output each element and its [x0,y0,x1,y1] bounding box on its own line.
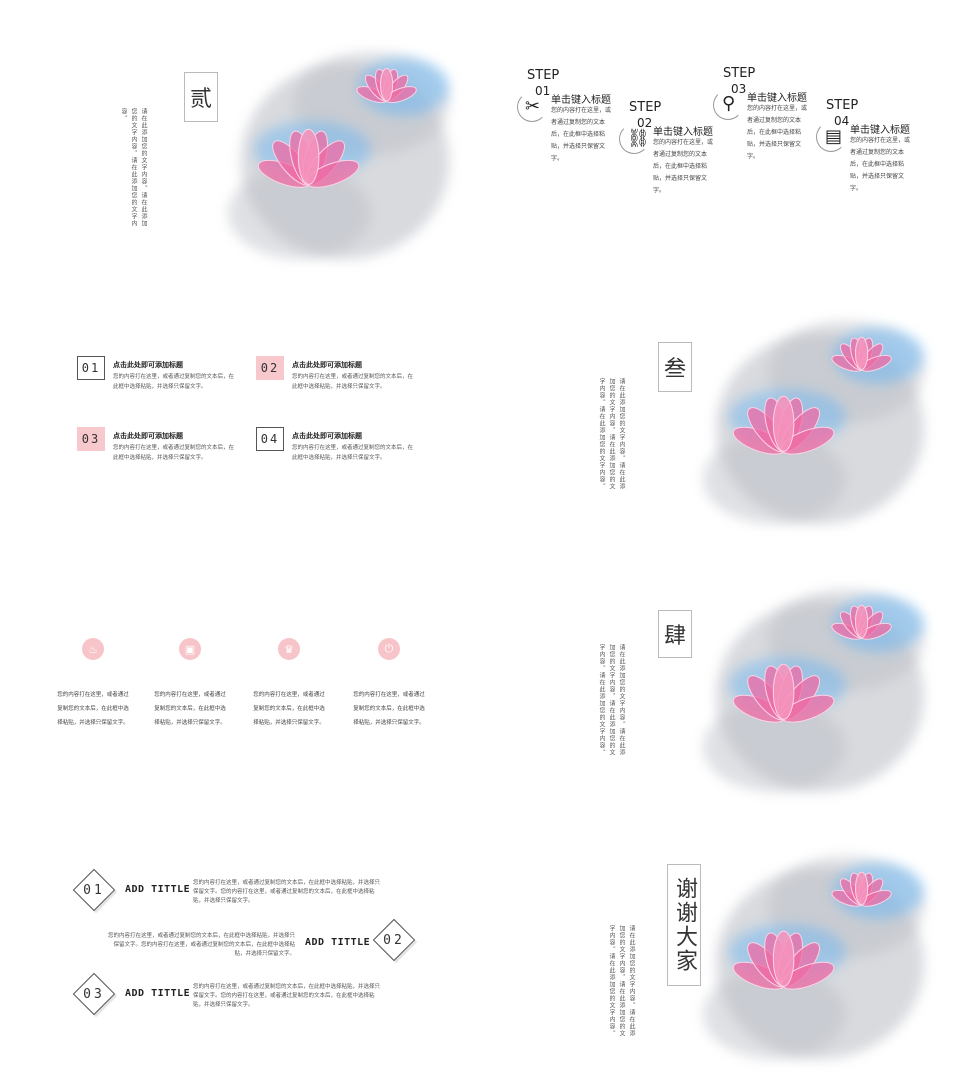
lotus-petal [855,871,869,906]
closing-title-line1: 谢谢 [672,877,697,925]
add-title[interactable]: ADD TITTLE [125,988,191,999]
list-number-box: 04 [256,427,284,451]
clipboard-icon: ▤ [825,126,843,147]
link-icon: ⛓ [627,128,650,149]
step-title: 单击键入标题 [747,93,807,104]
gift-icon: ♨ [82,638,104,660]
step-label: STEP [629,100,662,115]
lotus-flower [831,871,892,907]
list-item-desc: 您的内容打在这里，或者通过复制您的文本后，在此框中选择粘贴，并选择只保留文字。 [292,445,414,461]
section-title: 叁 [663,357,686,382]
diamond-number: 01 [72,868,118,914]
section-title: 肆 [663,624,686,649]
step-item: STEP 04 ▤ 单击键入标题 您的内容打在这里，或者通过复制您的文本后，在此… [814,98,924,208]
step-item: STEP 02 ⛓ 单击键入标题 您的内容打在这里，或者通过复制您的文本后，在此… [617,100,727,210]
lotus-petal [380,67,394,102]
step-title: 单击键入标题 [551,95,611,106]
list-item-title[interactable]: 点击此处即可添加标题 [113,431,183,440]
list-item-title[interactable]: 点击此处即可添加标题 [292,431,362,440]
step-label: STEP [723,66,756,81]
section-vertical-text: 请在此添加您的文字内容。请在此添加您的文字内容，请在此添加您的文字内容。请在此添… [598,644,625,756]
diamond-number: 02 [372,918,418,964]
step-arc [816,122,846,152]
lotus-petal [772,663,795,720]
step-desc: 您的内容打在这里，或者通过复制您的文本后，在此框中选择粘贴，并选择只保留文字。 [551,107,612,162]
section-title: 贰 [189,87,212,112]
section-title-box: 叁 [658,342,692,392]
trophy-icon: ♛ [278,638,300,660]
diamond-number-text: 01 [83,882,105,898]
list-item-desc: 您的内容打在这里，或者通过复制您的文本后，在此框中选择粘贴，并选择只保留文字。 [113,445,235,461]
add-title[interactable]: ADD TITTLE [125,884,191,895]
step-item: STEP 03 ⚲ 单击键入标题 您的内容打在这里，或者通过复制您的文本后，在此… [711,66,821,176]
step-arc [619,124,649,154]
lotus-illustration [215,40,475,270]
lotus-flowers [732,871,892,990]
lotus-flower [831,604,892,640]
step-title: 单击键入标题 [653,127,713,138]
list-item-title[interactable]: 点击此处即可添加标题 [292,360,362,369]
lotus-flowers [732,604,892,723]
lotus-petal [855,604,869,639]
closing-title-box: 谢谢 大家 [667,864,701,986]
lotus-flowers [732,336,892,455]
lotus-petal [297,128,320,185]
power-icon: ⏻ [378,638,400,660]
wrench-screwdriver-icon: ✂ [525,96,541,117]
feature-desc: 您的内容打在这里，或者通过复制您的文本后，在此框中选择粘贴，并选择只保留文字。 [154,692,226,726]
lotus-petal [855,336,869,371]
list-number-box: 03 [77,427,105,451]
feature-desc: 您的内容打在这里，或者通过复制您的文本后，在此框中选择粘贴，并选择只保留文字。 [353,692,425,726]
section-vertical-text: 请在此添加您的文字内容。请在此添加您的文字内容，请在此添加您的文字内容。 [120,108,147,227]
step-desc: 您的内容打在这里，或者通过复制您的文本后，在此框中选择粘贴，并选择只保留文字。 [747,105,808,160]
lotus-flower [356,67,417,104]
step-arc [713,90,743,120]
lotus-flower [732,930,835,990]
diamond-number: 03 [72,972,118,1018]
section-title-box: 肆 [658,610,692,658]
add-desc: 您的内容打在这里，或者通过复制您的文本后，在此框中选择粘贴，并选择只保留文字。您… [193,880,381,904]
step-desc: 您的内容打在这里，或者通过复制您的文本后，在此框中选择粘贴，并选择只保留文字。 [653,139,714,194]
lotus-flower [257,128,360,188]
lotus-flowers [257,67,417,188]
lotus-flower [831,336,892,372]
step-title: 单击键入标题 [850,125,910,136]
magnifier-icon: ⚲ [722,93,736,114]
section-vertical-text: 请在此添加您的文字内容。请在此添加您的文字内容，请在此添加您的文字内容。请在此添… [598,378,625,490]
lotus-illustration [690,845,950,1070]
lotus-flower [732,395,835,455]
list-item-title[interactable]: 点击此处即可添加标题 [113,360,183,369]
step-item: STEP 01 ✂ 单击键入标题 您的内容打在这里，或者通过复制您的文本后，在此… [515,68,625,178]
step-desc: 您的内容打在这里，或者通过复制您的文本后，在此框中选择粘贴，并选择只保留文字。 [850,137,911,192]
add-desc: 您的内容打在这里，或者通过复制您的文本后，在此框中选择粘贴，并选择只保留文字。您… [107,933,295,957]
list-item-desc: 您的内容打在这里，或者通过复制您的文本后，在此框中选择粘贴，并选择只保留文字。 [292,374,414,390]
lotus-illustration [690,310,950,535]
briefcase-icon: ▣ [179,638,201,660]
lotus-petal [772,930,795,987]
feature-desc: 您的内容打在这里，或者通过复制您的文本后，在此框中选择粘贴，并选择只保留文字。 [57,692,129,726]
closing-title-line2: 大家 [672,925,697,973]
section-vertical-text: 请在此添加您的文字内容。请在此添加您的文字内容，请在此添加您的文字内容。请在此添… [608,925,635,1037]
diamond-number-text: 02 [383,932,405,948]
list-item-desc: 您的内容打在这里，或者通过复制您的文本后，在此框中选择粘贴，并选择只保留文字。 [113,374,235,390]
step-label: STEP [826,98,859,113]
step-label: STEP [527,68,560,83]
list-number-box: 01 [77,356,105,380]
section-title-box: 贰 [184,72,218,122]
add-title[interactable]: ADD TITTLE [305,937,371,948]
lotus-petal [772,395,795,452]
diamond-number-text: 03 [83,986,105,1002]
lotus-illustration [690,578,950,803]
feature-desc: 您的内容打在这里，或者通过复制您的文本后，在此框中选择粘贴，并选择只保留文字。 [253,692,325,726]
step-arc [517,92,547,122]
list-number-box: 02 [256,356,284,380]
lotus-flower [732,663,835,723]
add-desc: 您的内容打在这里，或者通过复制您的文本后，在此框中选择粘贴，并选择只保留文字。您… [193,984,381,1008]
